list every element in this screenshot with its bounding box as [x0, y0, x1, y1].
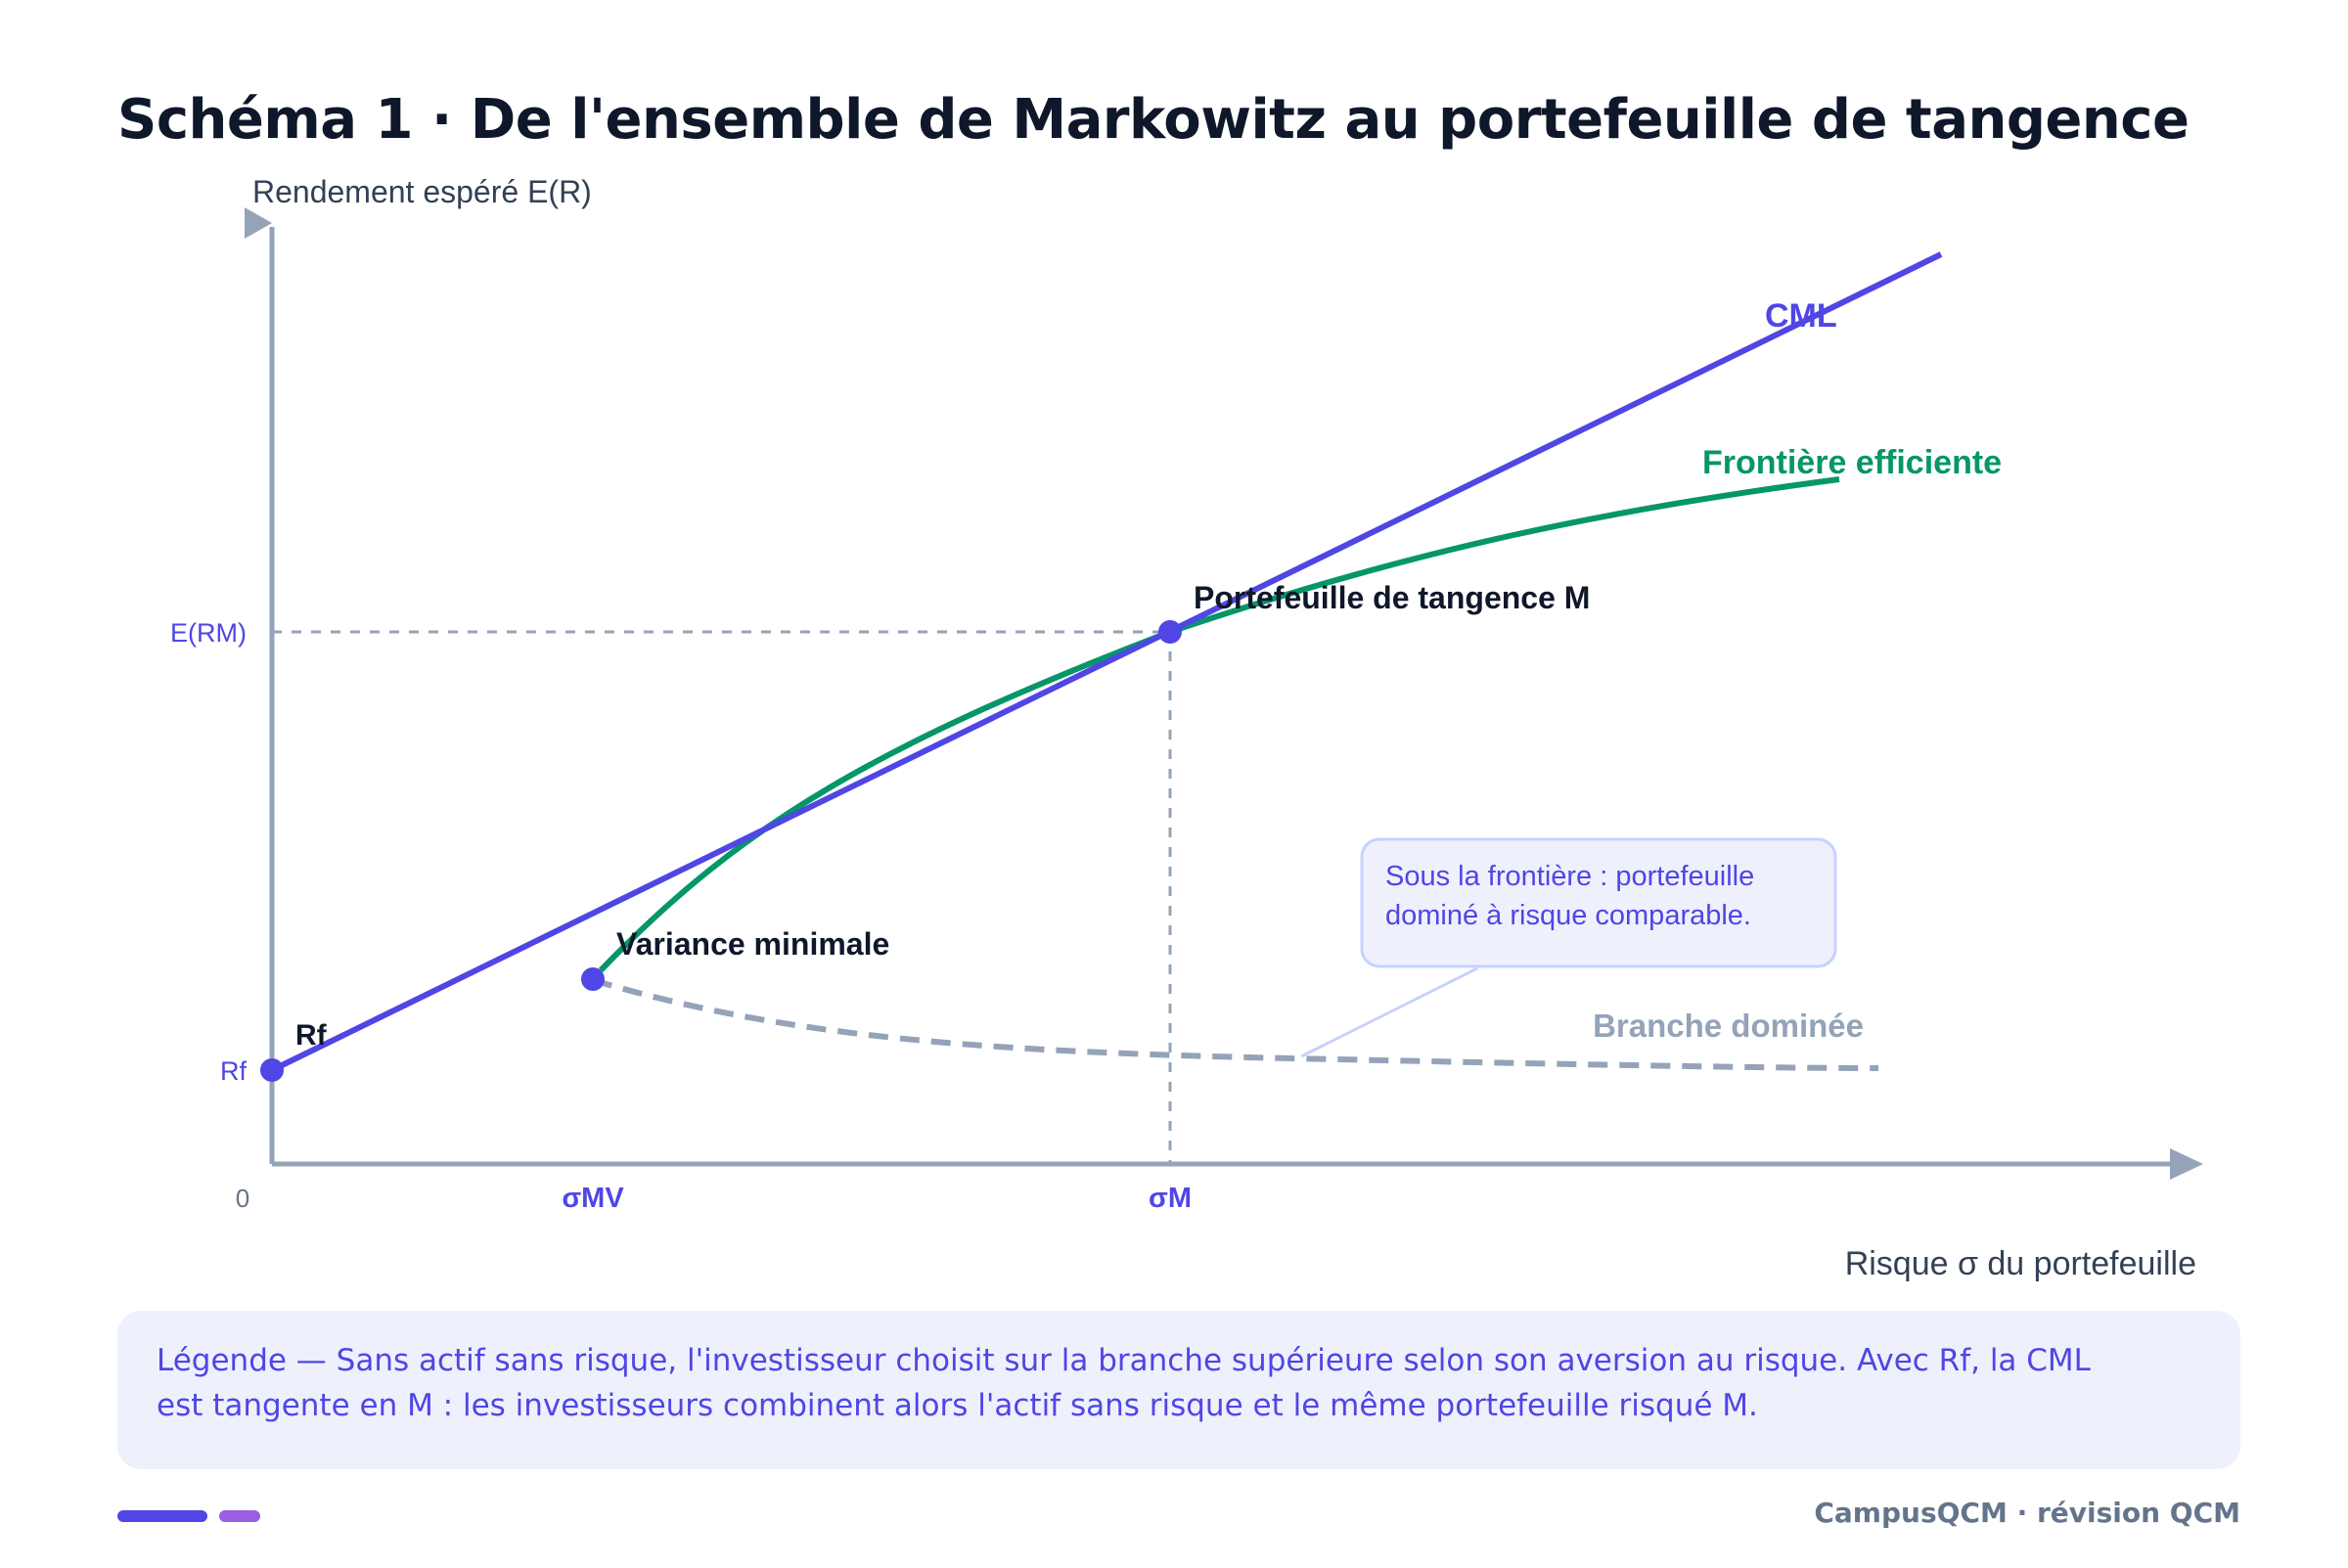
- callout-text: Sous la frontière : portefeuille dominé …: [1385, 861, 1755, 931]
- legend-box: Légende — Sans actif sans risque, l'inve…: [117, 1311, 2240, 1469]
- origin-label: 0: [236, 1184, 249, 1213]
- legend-text: Légende — Sans actif sans risque, l'inve…: [157, 1343, 2091, 1423]
- tangency-point: [1158, 620, 1182, 644]
- rf-point-label: Rf: [295, 1019, 328, 1052]
- cml-label: CML: [1765, 297, 1837, 335]
- dominated-branch-curve: [592, 977, 1879, 1071]
- x-axis-label: Risque σ du portefeuille: [1845, 1245, 2196, 1282]
- min-variance-label: Variance minimale: [616, 926, 889, 962]
- cml-line: [270, 251, 1943, 1073]
- callout-box: [1360, 837, 1837, 968]
- x-tick-smv: σMV: [562, 1183, 624, 1214]
- footer-credit: CampusQCM · révision QCM: [1814, 1497, 2240, 1529]
- x-axis-arrow: [2170, 1148, 2203, 1180]
- y-tick-erm: E(RM): [170, 618, 247, 648]
- y-tick-rf: Rf: [220, 1056, 247, 1086]
- footer-accent-bar: [117, 1510, 207, 1522]
- dominated-label: Branche dominée: [1593, 1008, 1864, 1044]
- footer-accent-bar-secondary: [219, 1510, 260, 1522]
- tangency-label: Portefeuille de tangence M: [1194, 580, 1590, 615]
- rf-point: [260, 1058, 284, 1082]
- min-variance-point: [581, 967, 605, 991]
- callout-connector: [1300, 966, 1478, 1058]
- y-axis-label: Rendement espéré E(R): [252, 174, 592, 209]
- y-axis-arrow: [245, 207, 272, 239]
- page-title: Schéma 1 · De l'ensemble de Markowitz au…: [117, 88, 2190, 152]
- frontier-label: Frontière efficiente: [1702, 444, 2002, 481]
- x-tick-sm: σM: [1149, 1183, 1192, 1214]
